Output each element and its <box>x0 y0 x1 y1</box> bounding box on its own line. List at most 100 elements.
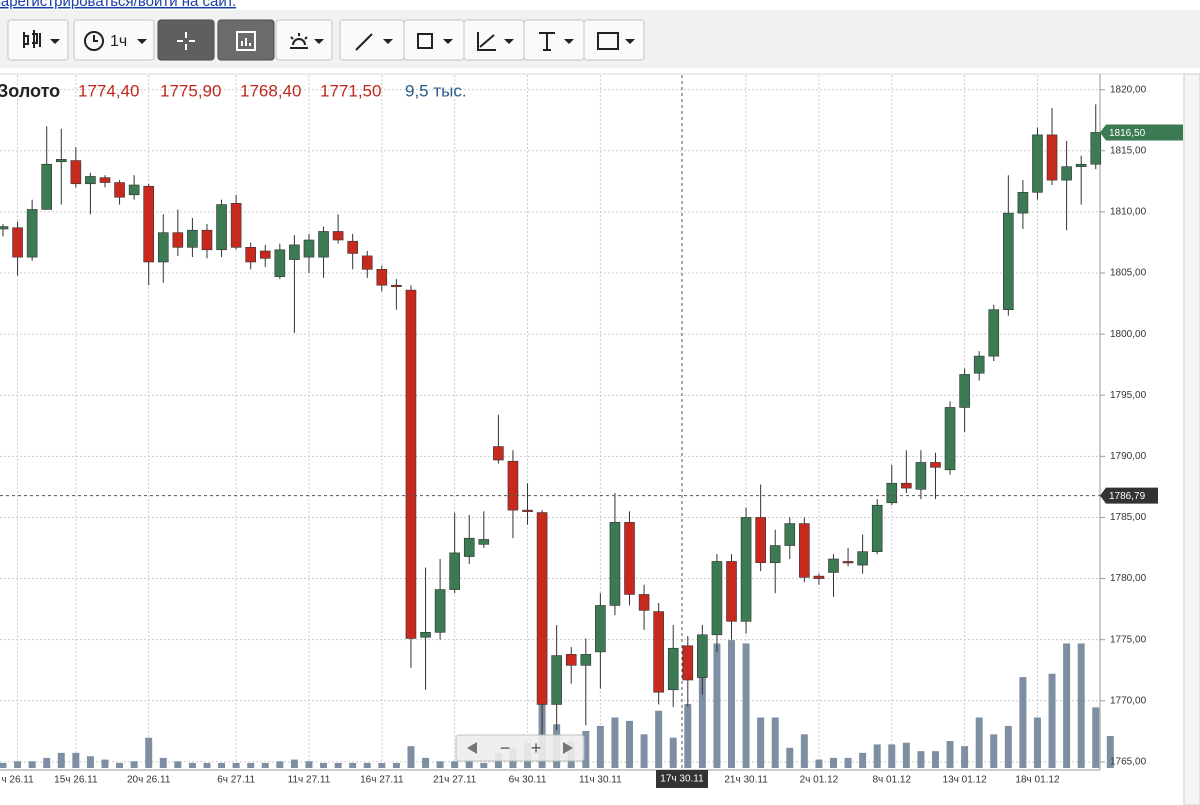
volume-bar <box>276 761 284 768</box>
image-tool-button[interactable] <box>583 19 645 61</box>
scroll-left[interactable] <box>467 742 477 754</box>
volume-bar <box>232 762 240 768</box>
volume-bar <box>655 710 663 768</box>
volume-bar <box>873 744 881 768</box>
candle-body <box>1046 134 1058 181</box>
candle-body <box>26 209 38 258</box>
volume-bar <box>261 762 269 768</box>
top-link[interactable]: зарегистрироваться/войти на сайт. <box>0 0 236 10</box>
text-icon <box>539 32 555 51</box>
zoom-out[interactable]: − <box>500 738 511 758</box>
scroll-right[interactable] <box>563 742 573 754</box>
line-tool-button[interactable] <box>339 19 405 61</box>
volume-bar <box>902 742 910 768</box>
candle-body <box>507 460 519 511</box>
candle-body <box>682 645 694 681</box>
volume-bar <box>713 643 721 768</box>
volume-bar <box>305 761 313 768</box>
volume-bar <box>72 752 80 768</box>
zoom-in[interactable]: + <box>531 738 542 758</box>
volume-bar <box>407 746 415 768</box>
x-tick-label: ч 26.11 <box>1 775 34 786</box>
candle-body <box>391 284 402 288</box>
volume-bar <box>1048 673 1056 768</box>
y-tick-label: 1780,00 <box>1110 573 1147 584</box>
volume-bar <box>742 643 750 768</box>
candle-body <box>944 407 956 471</box>
volume-bar <box>917 751 925 768</box>
shape-tool-button[interactable] <box>403 19 465 61</box>
candle-body <box>230 203 242 248</box>
plot <box>0 75 1114 768</box>
y-tick-label: 1795,00 <box>1110 390 1147 401</box>
volume-bar <box>669 737 677 768</box>
volume-bar <box>116 762 124 768</box>
volume-bar <box>888 744 896 768</box>
volume-bar <box>480 762 488 768</box>
shape-icon <box>417 33 433 49</box>
candle-body <box>478 539 490 545</box>
candle-body <box>274 249 286 277</box>
candle-body <box>289 244 300 260</box>
y-tick-label: 1785,00 <box>1110 512 1147 523</box>
ohlc-value: 1771,50 <box>320 81 381 100</box>
text-tool-button[interactable] <box>523 19 585 61</box>
candle-body <box>172 232 184 248</box>
crosshair-time-tag <box>656 770 708 788</box>
y-tick-label: 1770,00 <box>1110 695 1147 706</box>
candle-body <box>70 160 82 185</box>
candle-body <box>522 509 533 512</box>
candle-body <box>915 462 927 490</box>
ohlc-value: 1775,90 <box>160 81 221 100</box>
candle-body <box>595 605 606 653</box>
candle-body <box>667 647 679 691</box>
candle-body <box>857 551 868 566</box>
crosshair-price-tag <box>1100 487 1158 504</box>
zoom-panel <box>455 734 585 762</box>
toolbar-icons <box>23 30 619 51</box>
x-tick-label: 8ч 01.12 <box>872 775 911 786</box>
volume-bar <box>728 640 735 768</box>
volume-bar <box>626 720 634 768</box>
last-price-label: 1816,50 <box>1109 128 1146 139</box>
candle-body <box>55 159 67 163</box>
crosshair-button[interactable] <box>157 19 215 61</box>
y-tick-label: 1820,00 <box>1110 84 1147 95</box>
candle-body <box>463 537 475 557</box>
volume-bar <box>684 704 692 768</box>
volume-bar <box>611 717 619 768</box>
candle-body <box>157 232 169 263</box>
candle-body <box>551 655 562 705</box>
candle-body <box>799 523 810 578</box>
volume-bar <box>188 762 196 768</box>
volume-bar <box>757 717 765 768</box>
candle-body <box>536 512 548 705</box>
volume-bar <box>1033 717 1041 768</box>
fib-icon <box>477 32 496 51</box>
candle-body <box>318 231 329 258</box>
indicators-button[interactable] <box>275 19 333 61</box>
volume-bar <box>28 761 36 768</box>
volume-bar <box>844 757 852 768</box>
crosshair-time-label: 17ч 30.11 <box>660 774 704 785</box>
volume-value: 9,5 тыс. <box>405 81 467 100</box>
candle-body <box>1003 212 1014 310</box>
candle-body <box>930 462 941 468</box>
candle-body <box>842 561 854 564</box>
volume-bar <box>101 759 109 768</box>
candle-body <box>755 517 766 563</box>
candle-body <box>201 229 213 251</box>
fib-tool-button[interactable] <box>463 19 525 61</box>
volume-bar <box>320 762 328 768</box>
volume-bar <box>334 762 342 768</box>
y-tick-label: 1805,00 <box>1110 268 1147 279</box>
candle-body <box>332 231 344 241</box>
volume-bar <box>145 737 153 768</box>
y-tick-label: 1800,00 <box>1110 329 1147 340</box>
volume-bar <box>1004 725 1012 768</box>
crosshair-icon <box>177 32 195 50</box>
volume-bar <box>990 734 998 768</box>
candle-body <box>711 561 723 636</box>
y-tick-label: 1765,00 <box>1110 757 1147 768</box>
volume-bar <box>14 761 22 768</box>
